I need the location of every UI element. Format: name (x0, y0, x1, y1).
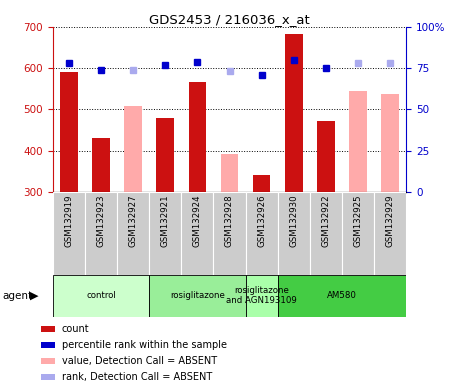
Text: count: count (62, 324, 89, 334)
Text: percentile rank within the sample: percentile rank within the sample (62, 340, 226, 350)
Text: control: control (86, 291, 116, 300)
Text: GDS2453 / 216036_x_at: GDS2453 / 216036_x_at (149, 13, 310, 26)
Bar (349, 91, 367, 192)
Bar (41, 358, 56, 364)
Bar (221, 154, 238, 192)
Text: GSM132924: GSM132924 (193, 194, 202, 247)
Bar (149, 275, 246, 317)
Bar (246, 275, 278, 317)
Text: rosiglitazone
and AGN193109: rosiglitazone and AGN193109 (226, 286, 297, 305)
Bar (53, 192, 85, 275)
Bar (374, 192, 406, 275)
Bar (189, 82, 206, 192)
Text: rank, Detection Call = ABSENT: rank, Detection Call = ABSENT (62, 372, 212, 382)
Text: GSM132919: GSM132919 (64, 194, 73, 247)
Text: GSM132922: GSM132922 (321, 194, 330, 247)
Text: rosiglitazone: rosiglitazone (170, 291, 225, 300)
Bar (85, 192, 117, 275)
Text: GSM132928: GSM132928 (225, 194, 234, 247)
Bar (149, 192, 181, 275)
Text: AM580: AM580 (327, 291, 357, 300)
Bar (278, 192, 310, 275)
Bar (41, 342, 56, 348)
Bar (41, 374, 56, 380)
Bar (124, 106, 142, 192)
Bar (117, 192, 149, 275)
Text: value, Detection Call = ABSENT: value, Detection Call = ABSENT (62, 356, 217, 366)
Bar (181, 192, 213, 275)
Text: GSM132930: GSM132930 (289, 194, 298, 247)
Bar (53, 275, 149, 317)
Text: GSM132926: GSM132926 (257, 194, 266, 247)
Bar (342, 192, 374, 275)
Bar (310, 192, 342, 275)
Bar (278, 275, 406, 317)
Bar (246, 192, 278, 275)
Text: GSM132925: GSM132925 (353, 194, 363, 247)
Bar (213, 192, 246, 275)
Text: GSM132929: GSM132929 (386, 194, 395, 247)
Bar (157, 118, 174, 192)
Text: GSM132927: GSM132927 (129, 194, 138, 247)
Bar (381, 94, 399, 192)
Bar (41, 326, 56, 332)
Bar (92, 138, 110, 192)
Text: GSM132921: GSM132921 (161, 194, 170, 247)
Bar (253, 175, 270, 192)
Bar (285, 34, 302, 192)
Bar (317, 121, 335, 192)
Text: ▶: ▶ (30, 291, 39, 301)
Text: agent: agent (2, 291, 33, 301)
Bar (60, 72, 78, 192)
Text: GSM132923: GSM132923 (96, 194, 106, 247)
